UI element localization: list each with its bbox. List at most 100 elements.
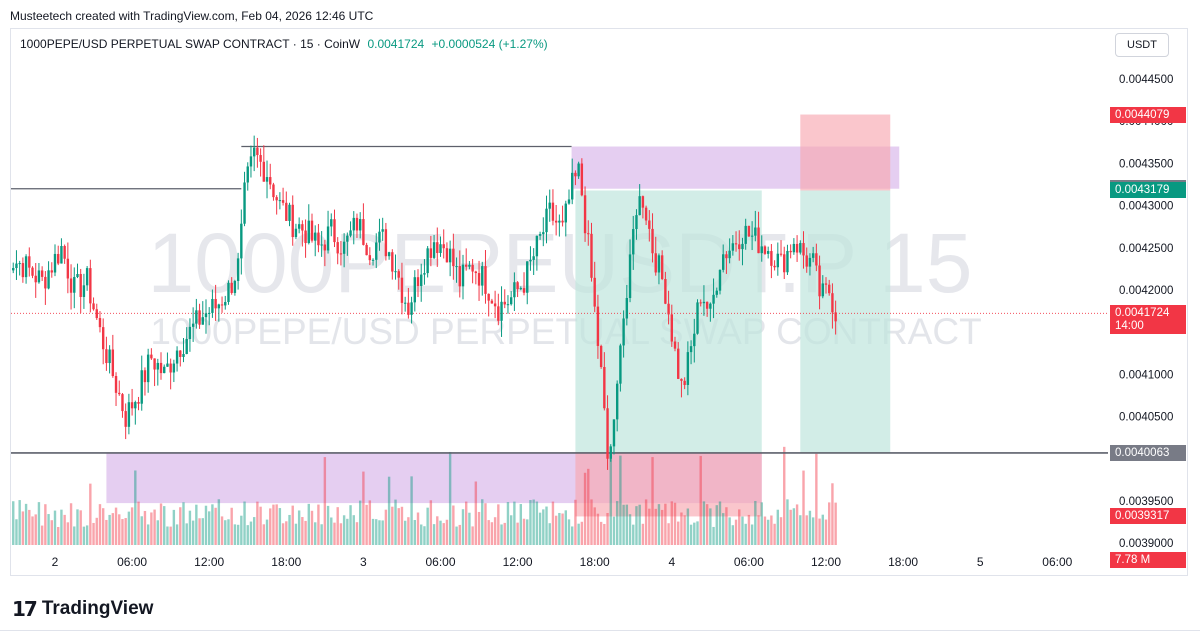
- candle-body: [615, 383, 619, 420]
- currency-button[interactable]: USDT: [1115, 33, 1169, 57]
- candle-body: [310, 220, 314, 241]
- time-tick-label: 3: [360, 555, 367, 569]
- candle-body: [811, 253, 815, 258]
- candle-body: [445, 248, 449, 263]
- volume-bar: [583, 472, 587, 545]
- candle-body: [497, 306, 500, 321]
- candle-body: [432, 242, 436, 258]
- volume-bar: [281, 523, 285, 545]
- volume-bar: [542, 509, 545, 545]
- candle-body: [355, 217, 359, 231]
- volume-bar: [673, 502, 677, 545]
- volume-bar: [108, 514, 111, 545]
- candle-body: [683, 380, 686, 385]
- volume-bar: [188, 510, 192, 545]
- candle-body: [554, 220, 558, 223]
- candle-body: [105, 349, 108, 364]
- volume-bar: [256, 501, 259, 545]
- candle-body: [73, 277, 76, 293]
- candle-body: [789, 250, 792, 253]
- volume-bar: [40, 525, 44, 545]
- volume-bar: [593, 507, 596, 545]
- candle-body: [387, 252, 391, 257]
- volume-bar: [111, 513, 115, 545]
- candle-body: [632, 229, 635, 255]
- candle-body: [175, 350, 179, 364]
- volume-bar: [667, 523, 670, 545]
- volume-bar: [493, 517, 497, 545]
- candle-body: [815, 253, 818, 266]
- volume-bar: [204, 505, 208, 545]
- volume-bar: [150, 512, 153, 545]
- volume-bar: [269, 508, 272, 545]
- candle-body: [481, 266, 484, 286]
- volume-bar: [127, 511, 131, 545]
- volume-bar: [185, 523, 188, 545]
- volume-bar: [670, 501, 673, 545]
- candle-body: [583, 195, 587, 234]
- volume-bar: [339, 523, 343, 545]
- volume-bar: [773, 523, 776, 545]
- candle-body: [118, 392, 121, 395]
- candle-body: [452, 248, 455, 267]
- candle-body: [211, 298, 214, 313]
- candle-body: [342, 241, 346, 254]
- volume-bar: [664, 503, 667, 545]
- candle-body: [31, 267, 34, 276]
- candle-body: [757, 227, 760, 254]
- candle-body: [574, 172, 577, 177]
- volume-bar: [85, 525, 89, 545]
- time-tick-label: 18:00: [888, 555, 918, 569]
- volume-bar: [310, 510, 314, 545]
- volume-bar: [802, 470, 805, 545]
- candle-body: [413, 277, 416, 303]
- volume-bar: [416, 512, 420, 545]
- volume-bar: [413, 520, 416, 545]
- volume-bar: [82, 526, 86, 545]
- candle-body: [786, 250, 789, 273]
- candle-body: [214, 298, 217, 309]
- candle-body: [487, 293, 490, 301]
- volume-bar: [323, 457, 327, 545]
- candle-body: [12, 268, 15, 271]
- candle-body: [140, 370, 143, 404]
- volume-bar: [686, 508, 690, 545]
- volume-bar: [246, 525, 249, 545]
- candle-body: [680, 378, 683, 381]
- volume-bar: [609, 453, 612, 545]
- candle-body: [76, 274, 79, 278]
- price-tick-label: 0.0039500: [1119, 496, 1173, 508]
- price-badge: 0.0044079: [1110, 106, 1186, 123]
- volume-bar: [654, 508, 657, 545]
- time-axis[interactable]: 2 06:00 12:00 18:00 3 06:00 12:00 18:00 4 06:00 12…: [52, 555, 1073, 569]
- candle-body: [60, 246, 63, 264]
- candle-body: [709, 303, 712, 309]
- price-tick-label: 0.0039000: [1119, 538, 1173, 550]
- candle-body: [169, 363, 172, 373]
- candle-body: [503, 301, 506, 305]
- candle-body: [204, 313, 208, 318]
- candle-body: [712, 294, 715, 304]
- volume-bar: [786, 499, 789, 545]
- candle-body: [294, 228, 298, 238]
- candle-body: [648, 220, 651, 229]
- time-tick-label: 06:00: [117, 555, 147, 569]
- candle-body: [330, 219, 333, 227]
- volume-bar: [44, 504, 47, 545]
- volume-bar: [458, 524, 461, 545]
- candle-body: [474, 271, 478, 274]
- candle-body: [696, 302, 699, 334]
- candle-body: [285, 202, 288, 221]
- volume-bar: [121, 519, 124, 545]
- time-tick-label: 18:00: [580, 555, 610, 569]
- candle-body: [146, 354, 150, 383]
- volume-bar: [439, 520, 442, 545]
- volume-bar: [201, 518, 204, 545]
- volume-bar: [554, 515, 558, 545]
- volume-bar: [57, 526, 60, 545]
- volume-bar: [728, 517, 731, 545]
- volume-bar: [288, 514, 291, 545]
- candle-body: [69, 278, 73, 293]
- candle-body: [587, 233, 590, 235]
